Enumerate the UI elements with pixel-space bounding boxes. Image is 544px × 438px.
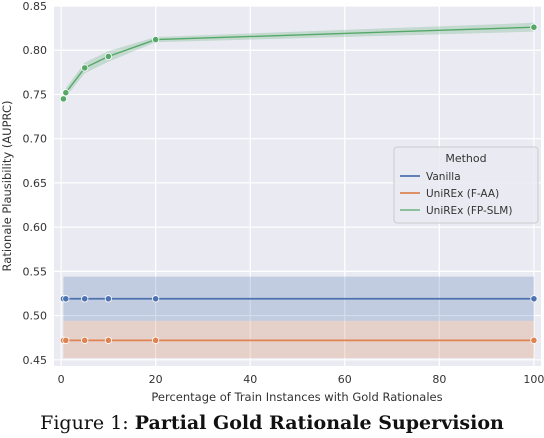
data-point-1-5 — [530, 336, 538, 344]
x-tick-label: 80 — [432, 373, 446, 386]
y-tick-label: 0.45 — [23, 354, 48, 367]
data-point-2-4 — [152, 36, 160, 44]
x-tick-label: 40 — [243, 373, 257, 386]
legend-entry-fp-slm: UniREx (FP-SLM) — [426, 205, 512, 217]
series-markers — [59, 23, 538, 344]
legend: Method Vanilla UniREx (F-AA) UniREx (FP-… — [393, 146, 539, 224]
x-tick-labels: 0 20 40 60 80 100 — [58, 373, 544, 386]
x-axis-title: Percentage of Train Instances with Gold … — [151, 390, 442, 404]
legend-entry-f-aa: UniREx (F-AA) — [426, 188, 499, 200]
x-tick-label: 100 — [523, 373, 544, 386]
figure-caption: Figure 1: Partial Gold Rationale Supervi… — [0, 412, 544, 434]
legend-box — [393, 146, 539, 224]
data-point-1-3 — [104, 336, 112, 344]
data-point-2-5 — [530, 23, 538, 31]
data-point-2-3 — [104, 52, 112, 61]
legend-title: Method — [445, 152, 486, 165]
data-point-1-1 — [62, 336, 70, 344]
y-tick-label: 0.60 — [23, 221, 48, 234]
y-tick-label: 0.70 — [23, 133, 48, 146]
legend-entry-vanilla: Vanilla — [426, 171, 461, 183]
data-point-0-4 — [152, 295, 160, 303]
data-point-2-0 — [59, 95, 68, 103]
y-tick-label: 0.50 — [23, 310, 48, 323]
y-tick-label: 0.75 — [23, 88, 48, 101]
x-tick-label: 60 — [338, 373, 352, 386]
y-tick-labels: 0.45 0.50 0.55 0.60 0.65 0.70 0.75 0.80 0.85 — [23, 0, 48, 367]
data-point-2-1 — [62, 89, 70, 97]
x-tick-label: 0 — [58, 373, 65, 386]
data-point-0-5 — [530, 295, 538, 303]
y-tick-label: 0.55 — [23, 265, 48, 278]
confidence-band-2 — [63, 22, 534, 104]
caption-title: Partial Gold Rationale Supervision — [134, 412, 504, 434]
y-tick-label: 0.65 — [23, 177, 48, 190]
data-point-2-2 — [81, 64, 89, 72]
x-tick-label: 20 — [149, 373, 163, 386]
y-tick-label: 0.80 — [23, 44, 48, 57]
caption-prefix: Figure 1: — [40, 412, 135, 434]
data-point-0-2 — [81, 295, 89, 303]
data-point-1-2 — [81, 336, 89, 344]
y-tick-label: 0.85 — [23, 0, 48, 13]
data-point-0-1 — [62, 295, 70, 303]
data-point-1-4 — [152, 336, 160, 344]
y-axis-title: Rationale Plausibility (AUPRC) — [0, 101, 14, 272]
data-point-0-3 — [104, 295, 112, 303]
